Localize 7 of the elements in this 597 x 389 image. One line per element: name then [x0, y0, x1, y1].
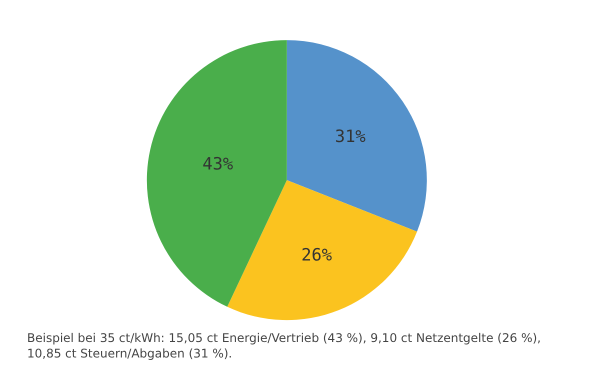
text: Beispiel bei 35 ct/kWh: 15,05 ct Energie/Vertrieb (43 %), 9,10 ct Netzentgelte (26 %), 10,85 ct Steuern/Abgaben (31 %). [27, 331, 541, 361]
pie-slice [227, 180, 418, 320]
data-label: 31% [334, 127, 366, 148]
pie-slice [286, 40, 427, 232]
pie-slice [146, 40, 287, 307]
data-label: 43% [202, 154, 234, 175]
data-label: 26% [301, 245, 332, 266]
